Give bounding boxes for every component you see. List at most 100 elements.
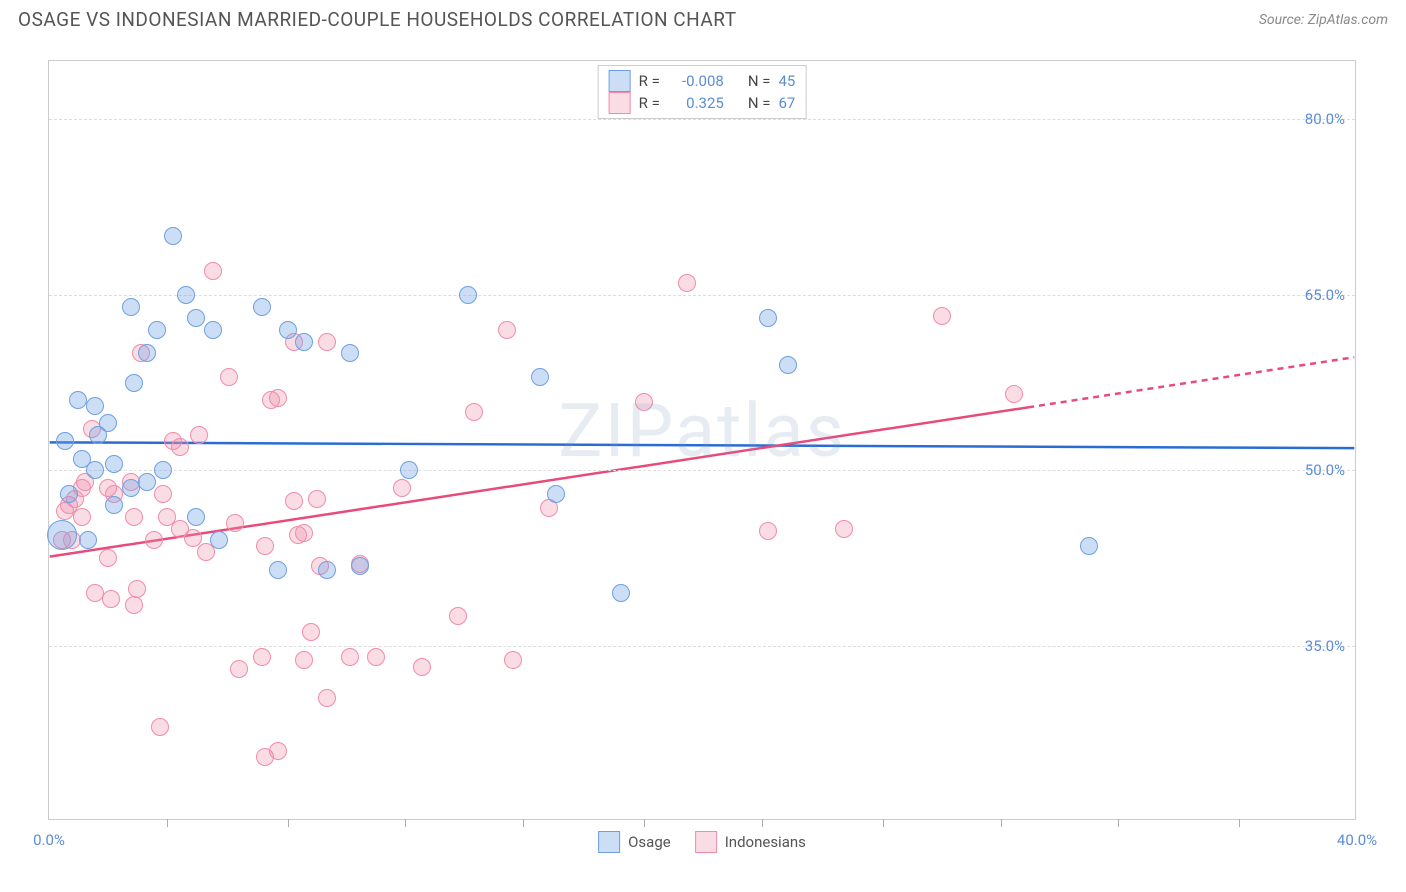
trend-lines-layer (49, 61, 1355, 819)
scatter-point-indonesians (145, 531, 163, 549)
scatter-point-indonesians (318, 333, 336, 351)
scatter-point-osage (148, 321, 166, 339)
n-label: N = (748, 94, 771, 112)
x-tick (762, 819, 763, 827)
gridline (49, 470, 1355, 471)
scatter-point-indonesians (151, 718, 169, 736)
scatter-point-indonesians (86, 584, 104, 602)
scatter-point-indonesians (413, 658, 431, 676)
n-label: N = (748, 72, 771, 90)
legend-swatch-osage (609, 70, 631, 92)
gridline (49, 646, 1355, 647)
scatter-point-osage (759, 309, 777, 327)
scatter-point-indonesians (128, 580, 146, 598)
scatter-point-indonesians (498, 321, 516, 339)
y-tick-label: 50.0% (1305, 461, 1345, 479)
scatter-point-osage (79, 531, 97, 549)
scatter-point-osage (86, 461, 104, 479)
scatter-point-osage (69, 391, 87, 409)
chart-header: OSAGE VS INDONESIAN MARRIED-COUPLE HOUSE… (0, 0, 1406, 35)
x-tick (1239, 819, 1240, 827)
scatter-point-indonesians (226, 514, 244, 532)
legend-label-indonesians: Indonesians (725, 833, 806, 851)
x-tick (1118, 819, 1119, 827)
scatter-point-osage (47, 520, 77, 550)
scatter-point-indonesians (102, 590, 120, 608)
scatter-point-osage (122, 298, 140, 316)
scatter-point-osage (779, 356, 797, 374)
gridline (49, 119, 1355, 120)
scatter-point-osage (400, 461, 418, 479)
scatter-point-indonesians (125, 596, 143, 614)
y-tick-label: 35.0% (1305, 637, 1345, 655)
scatter-point-osage (99, 414, 117, 432)
gridline (49, 295, 1355, 296)
trend-line-osage (50, 442, 1355, 448)
scatter-point-indonesians (99, 549, 117, 567)
scatter-point-indonesians (759, 522, 777, 540)
scatter-point-indonesians (253, 648, 271, 666)
scatter-point-osage (138, 344, 156, 362)
scatter-point-osage (105, 455, 123, 473)
x-tick-label: 0.0% (33, 831, 65, 849)
scatter-point-osage (210, 531, 228, 549)
scatter-point-osage (341, 344, 359, 362)
x-tick (1001, 819, 1002, 827)
scatter-point-osage (269, 561, 287, 579)
legend-swatch-osage (598, 831, 620, 853)
scatter-point-indonesians (220, 368, 238, 386)
scatter-point-indonesians (635, 393, 653, 411)
series-legend: Osage Indonesians (598, 831, 806, 853)
scatter-point-osage (318, 561, 336, 579)
legend-swatch-indonesians (695, 831, 717, 853)
y-tick-label: 65.0% (1305, 286, 1345, 304)
scatter-point-indonesians (835, 520, 853, 538)
scatter-plot-area: ZIPatlas R =-0.008N =45R =0.325N =67 Osa… (48, 60, 1356, 820)
scatter-point-indonesians (504, 651, 522, 669)
scatter-point-osage (279, 321, 297, 339)
legend-swatch-indonesians (609, 92, 631, 114)
watermark-text: ZIPatlas (558, 388, 846, 475)
scatter-point-indonesians (295, 524, 313, 542)
y-tick-label: 80.0% (1305, 110, 1345, 128)
scatter-point-indonesians (933, 307, 951, 325)
scatter-point-osage (187, 508, 205, 526)
legend-stat-row-osage: R = -0.008 N = 45 (609, 70, 796, 92)
x-tick (288, 819, 289, 827)
scatter-point-osage (459, 286, 477, 304)
r-label: R = (639, 72, 660, 90)
scatter-point-indonesians (302, 623, 320, 641)
scatter-point-indonesians (367, 648, 385, 666)
scatter-point-indonesians (449, 607, 467, 625)
scatter-point-osage (204, 321, 222, 339)
scatter-point-indonesians (190, 426, 208, 444)
trend-line-indonesians-dashed (1028, 357, 1354, 407)
legend-item-osage: Osage (598, 831, 671, 853)
x-tick (405, 819, 406, 827)
scatter-point-osage (187, 309, 205, 327)
scatter-point-osage (86, 397, 104, 415)
scatter-point-indonesians (269, 742, 287, 760)
scatter-point-osage (177, 286, 195, 304)
scatter-point-indonesians (295, 651, 313, 669)
scatter-point-indonesians (341, 648, 359, 666)
scatter-point-osage (122, 479, 140, 497)
legend-stat-row-indonesians: R =0.325N =67 (609, 92, 796, 114)
correlation-legend: R =-0.008N =45R =0.325N =67 (598, 65, 807, 119)
legend-item-indonesians: Indonesians (695, 831, 806, 853)
r-value-osage: -0.008 (668, 72, 724, 90)
n-value-indonesians: 67 (778, 94, 795, 112)
scatter-point-osage (105, 496, 123, 514)
scatter-point-indonesians (465, 403, 483, 421)
scatter-point-indonesians (269, 389, 287, 407)
x-tick-label: 40.0% (1337, 831, 1377, 849)
scatter-point-indonesians (256, 537, 274, 555)
n-value-osage: 45 (778, 72, 795, 90)
chart-title: OSAGE VS INDONESIAN MARRIED-COUPLE HOUSE… (18, 8, 737, 31)
scatter-point-osage (351, 557, 369, 575)
scatter-point-osage (1080, 537, 1098, 555)
scatter-point-indonesians (318, 689, 336, 707)
scatter-point-indonesians (1005, 385, 1023, 403)
scatter-point-indonesians (285, 492, 303, 510)
scatter-point-osage (612, 584, 630, 602)
